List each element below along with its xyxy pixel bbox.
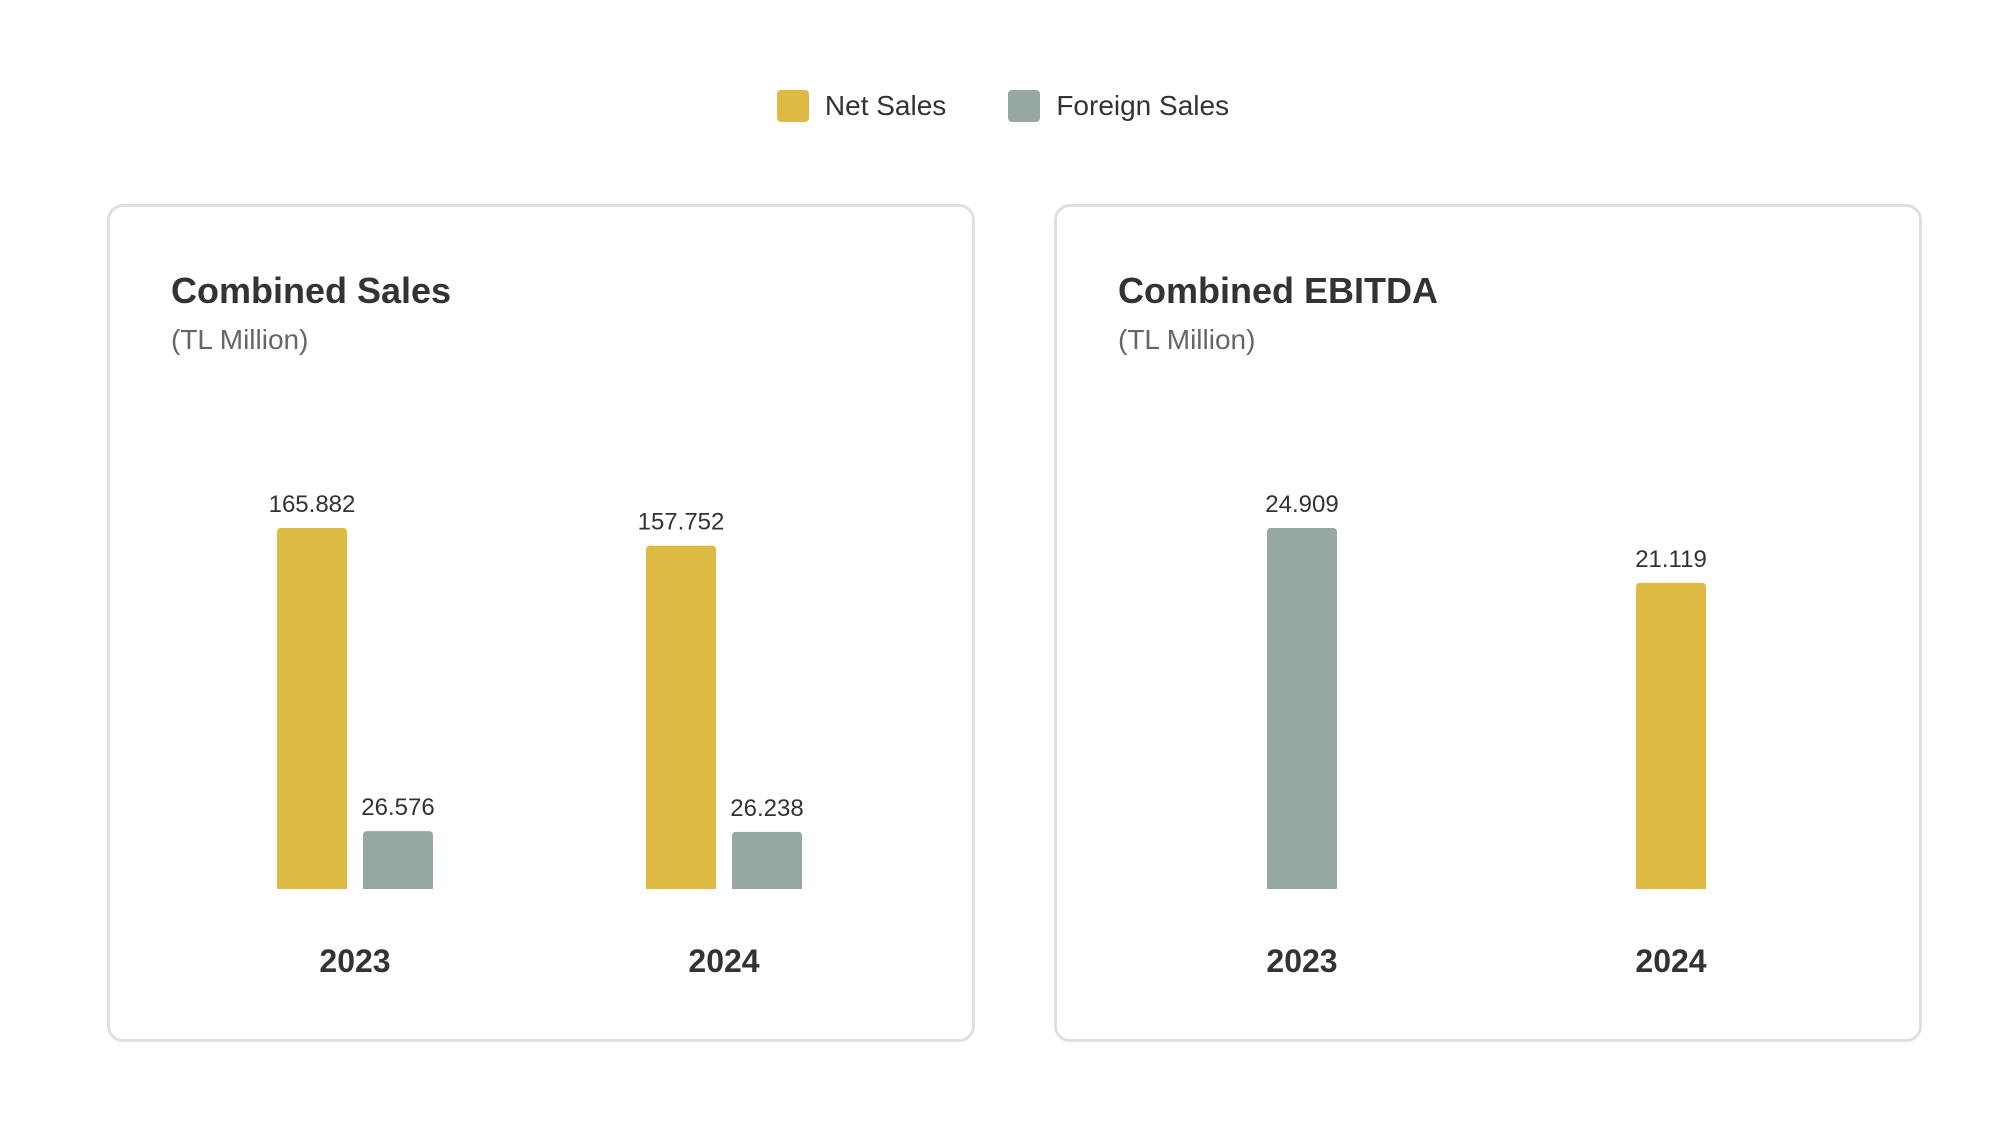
bar-net-sales-2023-bar xyxy=(277,528,347,889)
combined-sales-panel: Combined Sales (TL Million) 165.882 26.57… xyxy=(107,204,975,1042)
legend-label-net-sales: Net Sales xyxy=(824,90,947,121)
bar-net-sales-2024-value-label: 157.752 xyxy=(638,509,725,536)
combined-ebitda-panel: Combined EBITDA (TL Million) 24.909 2023 2… xyxy=(1054,204,1922,1042)
legend-swatch-net-sales xyxy=(776,90,809,122)
bar-net-sales-2023-value-label: 165.882 xyxy=(269,491,356,518)
legend-item-foreign-sales: Foreign Sales xyxy=(1008,90,1229,122)
legend-item-net-sales: Net Sales xyxy=(776,90,947,122)
x-tick-label-2023: 2023 xyxy=(1266,943,1337,979)
panel-title: Combined EBITDA xyxy=(1118,270,1438,311)
x-tick-label-2023: 2023 xyxy=(319,943,390,979)
x-tick-label-2024: 2024 xyxy=(1635,943,1706,979)
bar-ebitda-2024-bar xyxy=(1636,582,1706,889)
bar-ebitda-2024-value-label: 21.119 xyxy=(1635,546,1707,573)
bar-net-sales-2024-bar xyxy=(646,545,716,889)
combined-sales-chart: 165.882 26.576 2023 157.752 26.238 2024 xyxy=(269,491,804,979)
x-tick-label-2024: 2024 xyxy=(688,943,759,979)
bar-foreign-sales-2023-bar xyxy=(363,831,433,889)
legend-swatch-foreign-sales xyxy=(1008,90,1041,122)
legend-label-foreign-sales: Foreign Sales xyxy=(1056,90,1230,121)
bar-foreign-sales-2024-bar xyxy=(732,831,802,889)
bar-ebitda-2023-value-label: 24.909 xyxy=(1265,491,1338,518)
bar-foreign-sales-2024-value-label: 26.238 xyxy=(730,795,803,822)
bar-ebitda-2023-bar xyxy=(1267,528,1337,889)
panel-title: Combined Sales xyxy=(171,270,452,311)
combined-ebitda-chart: 24.909 2023 21.119 2024 xyxy=(1265,491,1707,979)
bar-foreign-sales-2023-value-label: 26.576 xyxy=(361,794,434,821)
chart-legend: Net Sales Foreign Sales xyxy=(0,90,2006,122)
panel-subtitle: (TL Million) xyxy=(1118,324,1256,355)
panel-subtitle: (TL Million) xyxy=(171,324,309,355)
